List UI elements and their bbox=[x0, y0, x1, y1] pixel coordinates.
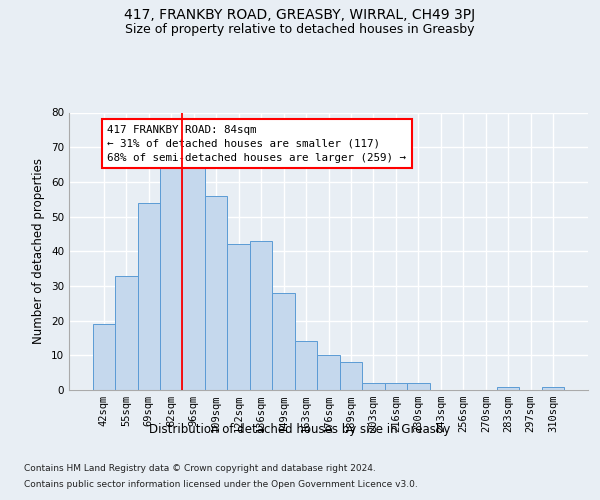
Bar bbox=[137, 202, 160, 390]
Bar bbox=[317, 356, 340, 390]
Bar bbox=[407, 383, 430, 390]
Bar bbox=[182, 164, 205, 390]
Bar bbox=[362, 383, 385, 390]
Bar bbox=[92, 324, 115, 390]
Bar bbox=[497, 386, 520, 390]
Bar bbox=[227, 244, 250, 390]
Bar bbox=[295, 342, 317, 390]
Y-axis label: Number of detached properties: Number of detached properties bbox=[32, 158, 46, 344]
Bar bbox=[115, 276, 137, 390]
Text: 417, FRANKBY ROAD, GREASBY, WIRRAL, CH49 3PJ: 417, FRANKBY ROAD, GREASBY, WIRRAL, CH49… bbox=[124, 8, 476, 22]
Bar bbox=[272, 293, 295, 390]
Text: 417 FRANKBY ROAD: 84sqm
← 31% of detached houses are smaller (117)
68% of semi-d: 417 FRANKBY ROAD: 84sqm ← 31% of detache… bbox=[107, 124, 406, 162]
Text: Contains HM Land Registry data © Crown copyright and database right 2024.: Contains HM Land Registry data © Crown c… bbox=[24, 464, 376, 473]
Bar bbox=[205, 196, 227, 390]
Text: Size of property relative to detached houses in Greasby: Size of property relative to detached ho… bbox=[125, 22, 475, 36]
Text: Contains public sector information licensed under the Open Government Licence v3: Contains public sector information licen… bbox=[24, 480, 418, 489]
Bar bbox=[542, 386, 565, 390]
Bar bbox=[250, 241, 272, 390]
Text: Distribution of detached houses by size in Greasby: Distribution of detached houses by size … bbox=[149, 422, 451, 436]
Bar bbox=[385, 383, 407, 390]
Bar bbox=[340, 362, 362, 390]
Bar bbox=[160, 164, 182, 390]
